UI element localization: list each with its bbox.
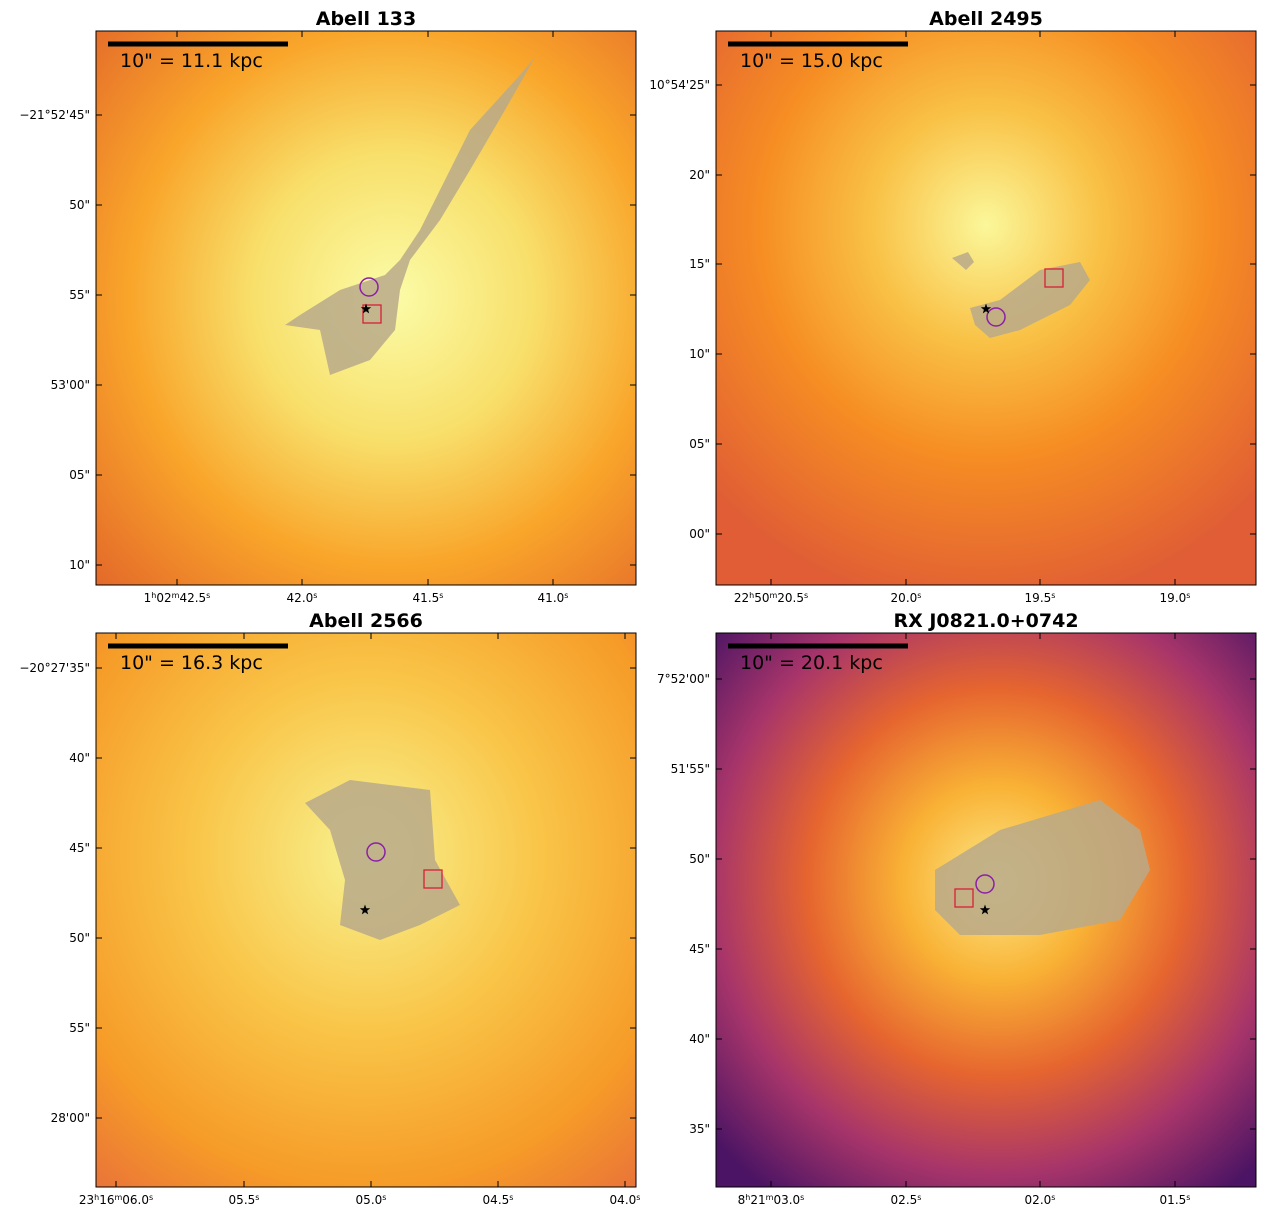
frame (715, 632, 1257, 1188)
frame (95, 632, 637, 1188)
x-tick-label: 04.0s (610, 1193, 641, 1208)
square-marker (423, 869, 443, 889)
panel-title: Abell 2495 (929, 8, 1043, 30)
y-tick-label: 50" (69, 931, 90, 945)
y-tick-label: −21°52'45" (19, 108, 90, 122)
star-marker (979, 904, 991, 915)
frame (95, 30, 637, 586)
circle-marker (359, 277, 379, 297)
y-tick-label: 10°54'25" (649, 78, 710, 92)
y-tick-label: 50" (69, 198, 90, 212)
panel-title: RX J0821.0+0742 (893, 610, 1078, 632)
y-tick-label: 20" (689, 168, 710, 182)
x-tick-label: 8h21m03.0s (738, 1193, 805, 1208)
y-tick-label: 10" (69, 558, 90, 572)
x-tick-label: 02.0s (1025, 1193, 1056, 1208)
x-tick-label: 05.0s (356, 1193, 387, 1208)
x-tick-label: 19.0s (1160, 591, 1191, 606)
y-tick-label: 35" (689, 1122, 710, 1136)
y-tick-label: 15" (689, 257, 710, 271)
x-tick-label: 41.0s (538, 591, 569, 606)
panel: 10" = 20.1 kpc RX J0821.0+0742 7°52'00" 51'… (657, 610, 1257, 1208)
x-tick-label: 02.5s (891, 1193, 922, 1208)
y-tick-label: −20°27'35" (19, 661, 90, 675)
x-tick-label: 20.0s (891, 591, 922, 606)
scale-label: 10" = 16.3 kpc (120, 652, 263, 674)
panel: 10" = 11.1 kpc Abell 133 −21°52'45" 50" 55" 5… (19, 8, 637, 606)
square-marker (954, 888, 974, 908)
x-tick-label: 42.0s (287, 591, 318, 606)
x-tick-label: 1h02m42.5s (144, 591, 211, 606)
x-tick-label: 05.5s (229, 1193, 260, 1208)
x-tick-label: 04.5s (483, 1193, 514, 1208)
emission-region (305, 780, 460, 940)
y-tick-label: 40" (69, 751, 90, 765)
x-tick-label: 19.5s (1025, 591, 1056, 606)
y-tick-label: 53'00" (51, 378, 90, 392)
panel-title: Abell 2566 (309, 610, 423, 632)
y-tick-label: 40" (689, 1032, 710, 1046)
circle-marker (986, 307, 1006, 327)
circle-marker (975, 874, 995, 894)
circle-marker (366, 842, 386, 862)
y-tick-label: 00" (689, 527, 710, 541)
y-tick-label: 55" (69, 288, 90, 302)
y-tick-label: 45" (689, 942, 710, 956)
y-tick-label: 45" (69, 841, 90, 855)
y-tick-label: 05" (69, 468, 90, 482)
x-tick-label: 22h50m20.5s (734, 591, 808, 606)
panel: 10" = 15.0 kpc Abell 2495 10°54'25" 20" 15" 1… (649, 8, 1257, 606)
scale-label: 10" = 11.1 kpc (120, 50, 263, 72)
x-tick-label: 01.5s (1160, 1193, 1191, 1208)
x-tick-label: 23h16m06.0s (79, 1193, 153, 1208)
emission-region (952, 252, 974, 270)
y-tick-label: 05" (689, 437, 710, 451)
square-marker (1044, 268, 1064, 288)
star-marker (980, 303, 992, 314)
y-tick-label: 10" (689, 347, 710, 361)
x-tick-label: 41.5s (413, 591, 444, 606)
star-marker (359, 904, 371, 915)
emission-region (935, 800, 1150, 935)
scale-label: 10" = 20.1 kpc (740, 652, 883, 674)
y-tick-label: 55" (69, 1021, 90, 1035)
emission-region (970, 262, 1090, 338)
emission-region (285, 57, 535, 375)
y-tick-label: 7°52'00" (657, 672, 710, 686)
panel: 10" = 16.3 kpc Abell 2566 −20°27'35" 40" 45"… (19, 610, 640, 1207)
panel-title: Abell 133 (316, 8, 417, 30)
y-tick-label: 50" (689, 852, 710, 866)
y-tick-label: 28'00" (51, 1111, 90, 1125)
frame (715, 30, 1257, 586)
star-marker (360, 303, 372, 314)
square-marker (362, 304, 382, 324)
scale-label: 10" = 15.0 kpc (740, 50, 883, 72)
y-tick-label: 51'55" (671, 762, 710, 776)
